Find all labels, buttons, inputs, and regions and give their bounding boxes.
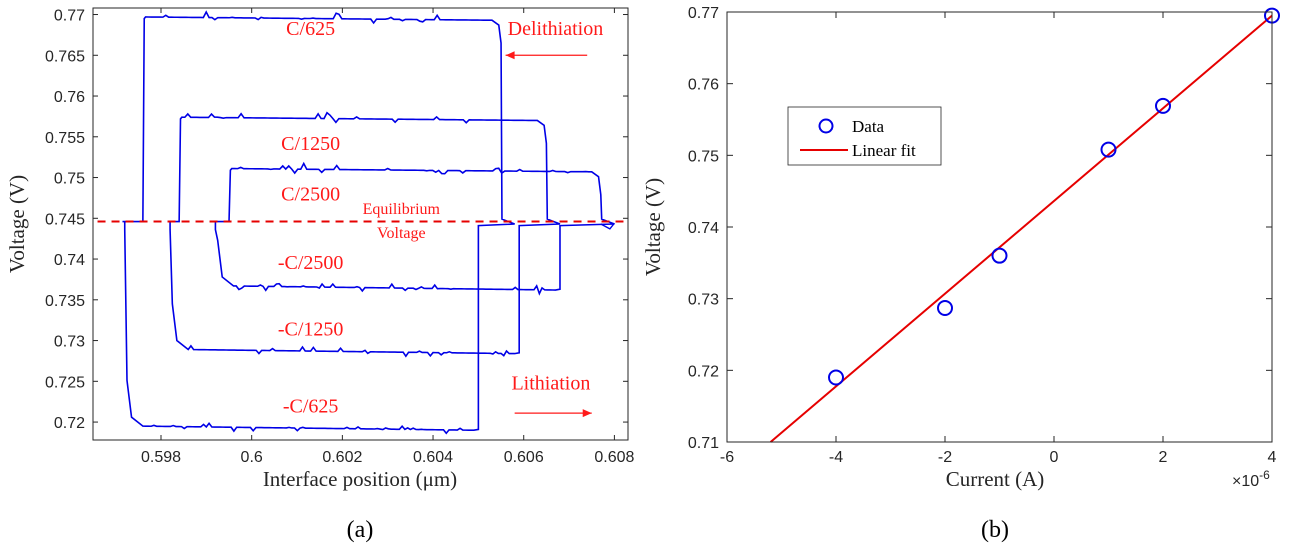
x-tick-label: -4 (829, 449, 843, 466)
x-tick-label: 4 (1268, 449, 1277, 466)
y-tick-label: 0.745 (45, 211, 85, 228)
y-tick-label: 0.72 (688, 363, 719, 380)
y-tick-label: 0.74 (54, 252, 85, 269)
y-tick-label: 0.77 (688, 5, 719, 22)
y-tick-label: 0.76 (54, 89, 85, 106)
x-tick-label: 0.606 (504, 449, 544, 466)
chart-a: 0.598 0.6 0.602 0.604 0.606 0.608 0.72 0.725 0.7… (5, 8, 635, 543)
x-tick-label: -2 (938, 449, 952, 466)
annotation-label: C/1250 (281, 133, 340, 155)
y-tick-label: 0.77 (54, 8, 85, 25)
equilibrium-label-line1: Equilibrium (363, 201, 441, 218)
x-tick-label: -6 (720, 449, 734, 466)
x-tick-label: 2 (1159, 449, 1168, 466)
chart-b-xlabel: Current (A) (946, 467, 1045, 491)
annotation-label: Delithiation (508, 18, 604, 40)
y-tick-label: 0.73 (688, 292, 719, 309)
chart-b-legend: Data Linear fit (788, 107, 941, 165)
annotation-label: -C/625 (283, 395, 339, 417)
y-tick-label: 0.725 (45, 374, 85, 391)
y-tick-label: 0.75 (688, 148, 719, 165)
legend-label-data: Data (852, 117, 885, 136)
x-tick-label: 0.602 (322, 449, 362, 466)
annotation-label: C/625 (286, 18, 335, 40)
chart-a-xlabel: Interface position (μm) (263, 467, 457, 491)
y-tick-label: 0.735 (45, 293, 85, 310)
y-tick-label: 0.73 (54, 334, 85, 351)
y-tick-label: 0.72 (54, 415, 85, 432)
chart-b: -6 -4 -2 0 2 4 0.71 0.72 0.73 0.74 0.75 0.76 0.77 Da… (641, 5, 1279, 543)
chart-b-plot-area (727, 12, 1272, 442)
chart-a-ylabel: Voltage (V) (5, 175, 29, 273)
annotation-label: C/2500 (281, 183, 340, 205)
y-tick-label: 0.74 (688, 220, 719, 237)
chart-b-x-exponent: ×10-6 (1232, 468, 1270, 490)
y-tick-label: 0.75 (54, 171, 85, 188)
chart-b-x-exponent-base: ×10 (1232, 473, 1259, 490)
x-tick-label: 0 (1050, 449, 1059, 466)
x-tick-label: 0.604 (413, 449, 453, 466)
x-tick-label: 0.608 (594, 449, 634, 466)
y-tick-label: 0.755 (45, 130, 85, 147)
x-tick-label: 0.598 (141, 449, 181, 466)
annotation-label: -C/1250 (278, 319, 344, 341)
chart-b-x-exponent-power: -6 (1259, 468, 1270, 482)
chart-b-ylabel: Voltage (V) (641, 178, 665, 276)
legend-label-fit: Linear fit (852, 141, 916, 160)
x-tick-label: 0.6 (241, 449, 263, 466)
annotation-label: Lithiation (511, 372, 590, 394)
y-tick-label: 0.76 (688, 77, 719, 94)
y-tick-label: 0.765 (45, 48, 85, 65)
annotation-label: -C/2500 (278, 252, 344, 274)
chart-b-panel-label: (b) (981, 517, 1009, 543)
chart-a-panel-label: (a) (347, 517, 374, 543)
y-tick-label: 0.71 (688, 435, 719, 452)
equilibrium-label-line2: Voltage (377, 225, 426, 242)
